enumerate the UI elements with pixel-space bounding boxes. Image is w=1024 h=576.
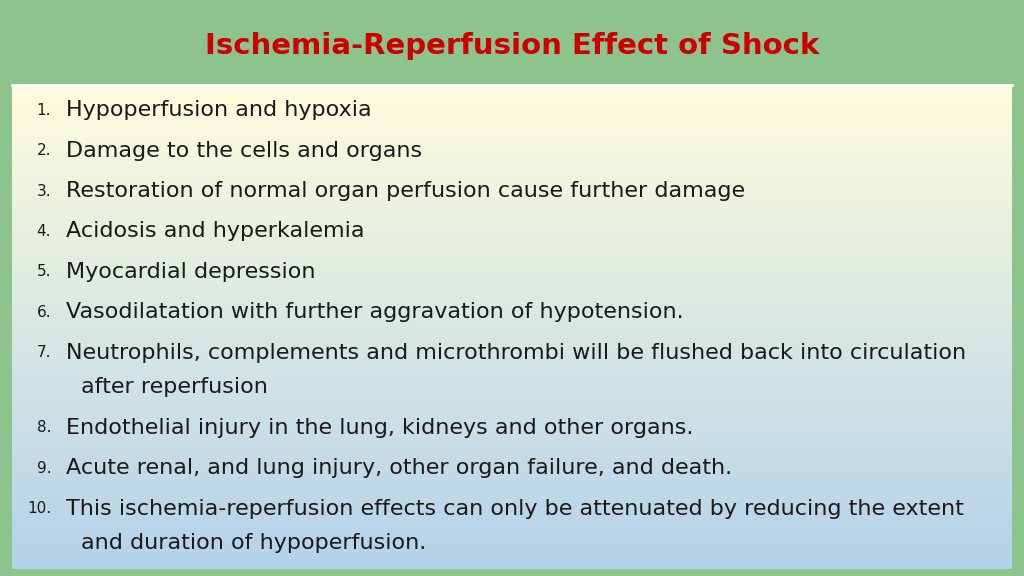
Text: Ischemia-Reperfusion Effect of Shock: Ischemia-Reperfusion Effect of Shock [205, 32, 819, 60]
Text: Acidosis and hyperkalemia: Acidosis and hyperkalemia [66, 221, 365, 241]
Text: This ischemia-reperfusion effects can only be attenuated by reducing the extent: This ischemia-reperfusion effects can on… [66, 499, 964, 518]
Text: 8.: 8. [37, 420, 51, 435]
Text: Endothelial injury in the lung, kidneys and other organs.: Endothelial injury in the lung, kidneys … [66, 418, 693, 438]
Text: 4.: 4. [37, 224, 51, 239]
Text: after reperfusion: after reperfusion [81, 377, 267, 397]
Text: 9.: 9. [37, 461, 51, 476]
Text: 3.: 3. [37, 184, 51, 199]
Text: 5.: 5. [37, 264, 51, 279]
Text: 6.: 6. [37, 305, 51, 320]
Text: 1.: 1. [37, 103, 51, 118]
Text: Hypoperfusion and hypoxia: Hypoperfusion and hypoxia [66, 100, 371, 120]
Text: 7.: 7. [37, 345, 51, 360]
Text: and duration of hypoperfusion.: and duration of hypoperfusion. [81, 533, 426, 554]
Text: Neutrophils, complements and microthrombi will be flushed back into circulation: Neutrophils, complements and microthromb… [66, 343, 966, 362]
Text: 10.: 10. [27, 501, 51, 516]
Text: Restoration of normal organ perfusion cause further damage: Restoration of normal organ perfusion ca… [66, 181, 744, 201]
Text: Damage to the cells and organs: Damage to the cells and organs [66, 141, 422, 161]
Text: Myocardial depression: Myocardial depression [66, 262, 315, 282]
Text: Acute renal, and lung injury, other organ failure, and death.: Acute renal, and lung injury, other orga… [66, 458, 732, 478]
Text: 2.: 2. [37, 143, 51, 158]
Text: Vasodilatation with further aggravation of hypotension.: Vasodilatation with further aggravation … [66, 302, 683, 322]
